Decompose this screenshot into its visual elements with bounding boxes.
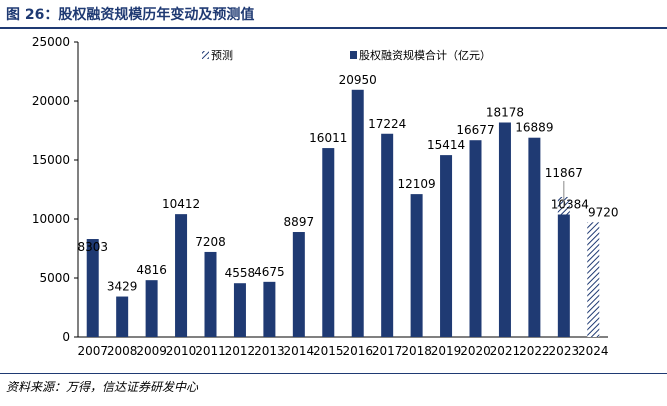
- bar: [528, 137, 541, 337]
- data-label: 3429: [107, 280, 138, 294]
- x-tick-label: 2007: [77, 344, 108, 358]
- y-tick-label: 25000: [32, 35, 70, 49]
- x-tick-label: 2013: [254, 344, 285, 358]
- x-tick-label: 2009: [136, 344, 167, 358]
- data-label: 8303: [77, 240, 108, 254]
- y-tick-label: 15000: [32, 153, 70, 167]
- y-tick-label: 5000: [39, 271, 70, 285]
- x-tick-label: 2011: [195, 344, 226, 358]
- data-label: 4816: [136, 263, 167, 277]
- data-label: 4558: [225, 266, 256, 280]
- x-tick-label: 2010: [166, 344, 197, 358]
- bar: [86, 239, 99, 337]
- x-tick-label: 2014: [284, 344, 315, 358]
- bar: [292, 232, 305, 337]
- bar: [410, 194, 423, 337]
- x-tick-label: 2015: [313, 344, 344, 358]
- data-label: 15414: [427, 138, 465, 152]
- bar: [233, 283, 246, 337]
- bar: [145, 280, 158, 337]
- y-tick-label: 10000: [32, 212, 70, 226]
- chart-bars: [86, 89, 600, 337]
- data-label: 10384: [551, 197, 589, 211]
- chart-axes: 0500010000150002000025000200720082009201…: [32, 35, 609, 358]
- legend-label-actual: 股权融资规模合计（亿元）: [359, 48, 491, 62]
- data-label: 8897: [284, 215, 315, 229]
- bar: [498, 122, 511, 337]
- data-label: 17224: [368, 117, 406, 131]
- bar: [322, 148, 335, 337]
- x-tick-label: 2016: [342, 344, 373, 358]
- bar: [381, 133, 394, 337]
- x-tick-label: 2022: [519, 344, 550, 358]
- data-label: 16677: [456, 123, 494, 137]
- x-tick-label: 2024: [578, 344, 609, 358]
- legend-label-forecast: 预测: [211, 49, 233, 62]
- data-label: 4675: [254, 265, 285, 279]
- x-tick-label: 2023: [549, 344, 580, 358]
- bar: [557, 214, 570, 337]
- data-label: 9720: [588, 205, 619, 219]
- figure-title: 图 26：股权融资规模历年变动及预测值: [6, 7, 255, 23]
- x-tick-label: 2012: [225, 344, 256, 358]
- data-label: 16011: [309, 131, 347, 145]
- bar: [116, 296, 129, 337]
- x-tick-label: 2019: [431, 344, 462, 358]
- y-tick-label: 20000: [32, 94, 70, 108]
- bar: [175, 214, 188, 337]
- x-tick-label: 2021: [490, 344, 521, 358]
- x-tick-label: 2017: [372, 344, 403, 358]
- source-note: 资料来源：万得，信达证券研发中心: [6, 380, 199, 394]
- data-label: 10412: [162, 197, 200, 211]
- annotation-label: 11867: [545, 166, 583, 180]
- legend-swatch-actual: [350, 51, 357, 59]
- bar: [263, 281, 276, 337]
- forecast-bar: [587, 222, 600, 337]
- x-tick-label: 2020: [460, 344, 491, 358]
- chart-legend: 预测 股权融资规模合计（亿元）: [202, 48, 491, 62]
- x-tick-label: 2008: [107, 344, 138, 358]
- data-label: 7208: [195, 235, 226, 249]
- x-tick-label: 2018: [401, 344, 432, 358]
- source-divider: [0, 373, 667, 374]
- data-label: 18178: [486, 105, 524, 119]
- legend-swatch-forecast: [202, 51, 209, 59]
- bar-chart: 0500010000150002000025000200720082009201…: [32, 35, 619, 358]
- bar: [351, 89, 364, 337]
- data-label: 12109: [398, 177, 436, 191]
- data-label: 16889: [515, 121, 553, 135]
- bar: [469, 140, 482, 337]
- bar: [204, 251, 217, 337]
- title-divider: [0, 27, 667, 29]
- data-label: 20950: [339, 73, 377, 87]
- y-tick-label: 0: [62, 330, 70, 344]
- bar: [440, 155, 453, 337]
